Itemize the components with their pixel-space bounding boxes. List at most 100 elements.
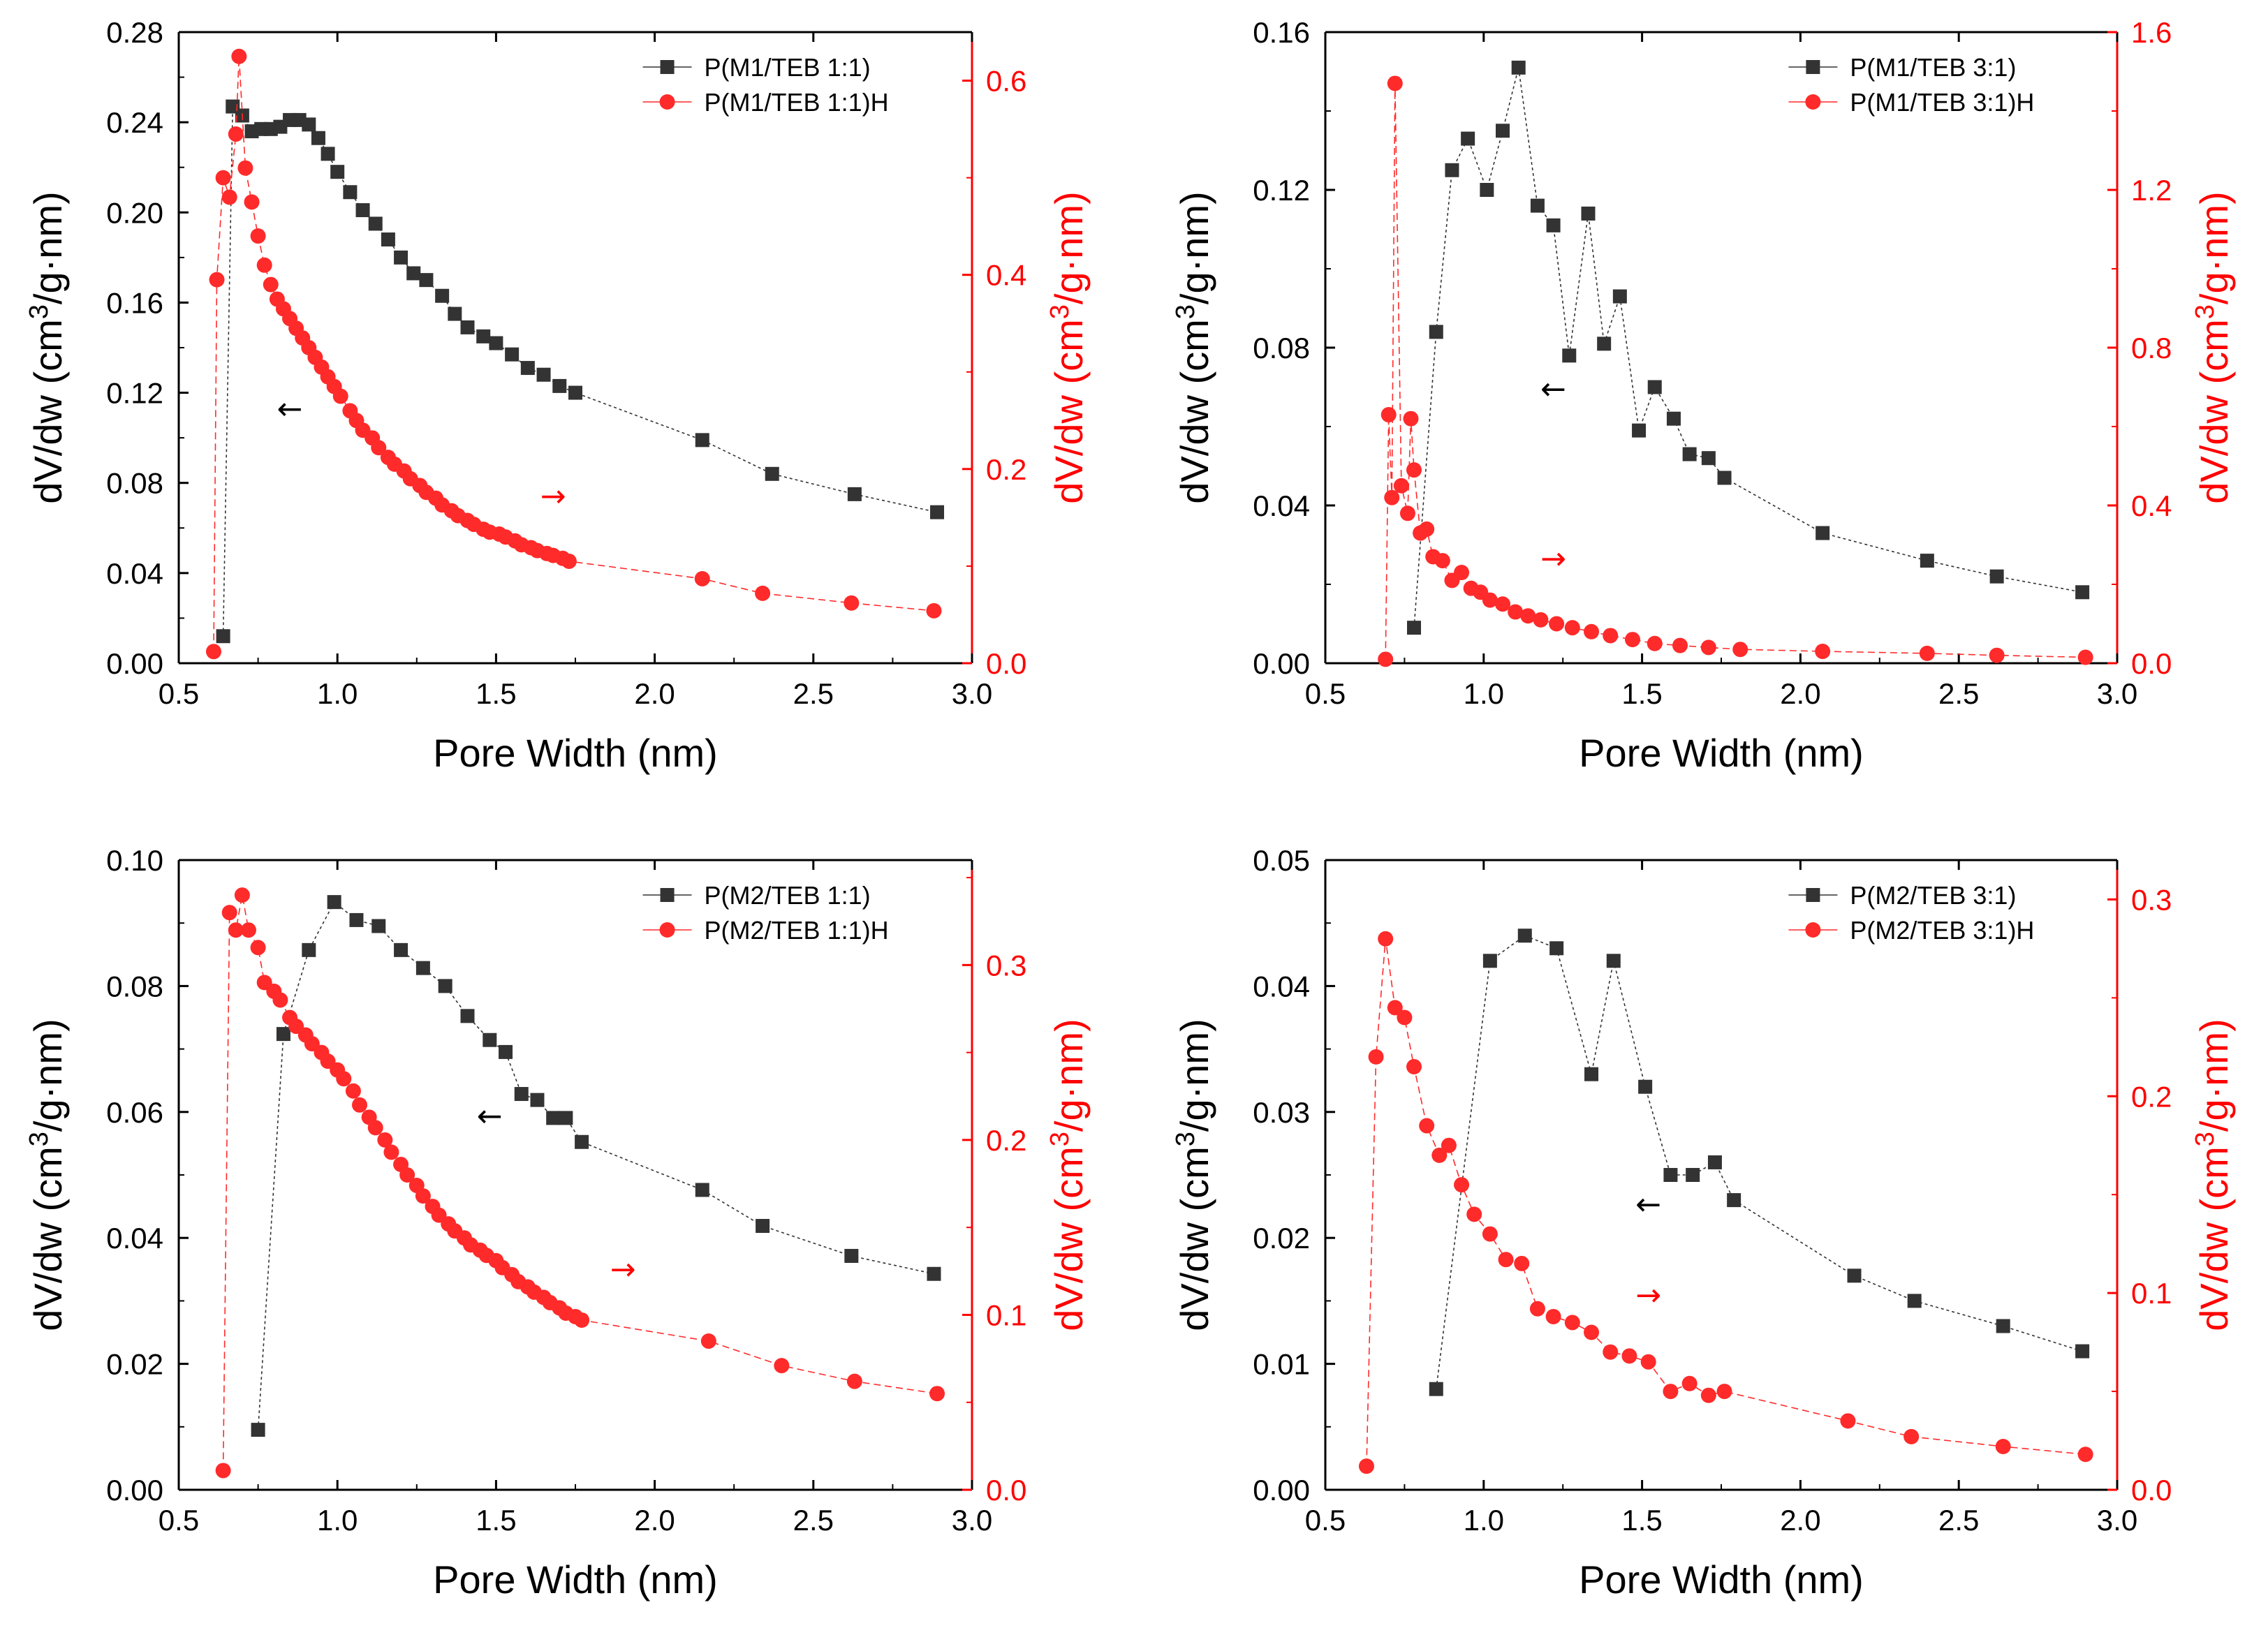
data-point bbox=[546, 1111, 561, 1125]
data-point bbox=[302, 117, 316, 132]
x-tick-label: 1.5 bbox=[1621, 1504, 1662, 1537]
data-point bbox=[460, 320, 475, 334]
x-tick-label: 1.0 bbox=[1464, 1504, 1504, 1537]
data-point bbox=[846, 1373, 862, 1389]
legend-entry: P(M1/TEB 3:1) bbox=[1850, 53, 2016, 82]
data-point bbox=[438, 979, 452, 993]
data-point bbox=[1529, 1301, 1545, 1317]
data-point bbox=[1663, 1384, 1679, 1400]
data-point bbox=[1429, 325, 1443, 339]
data-point bbox=[349, 912, 364, 927]
data-point bbox=[311, 131, 325, 145]
y-left-tick-label: 0.20 bbox=[106, 196, 163, 229]
data-point bbox=[1407, 621, 1422, 635]
data-point bbox=[415, 1188, 431, 1204]
data-point bbox=[756, 1219, 770, 1234]
data-point bbox=[1847, 1268, 1862, 1283]
data-point bbox=[1919, 645, 1935, 661]
data-point bbox=[1441, 1137, 1457, 1153]
y-left-tick-label: 0.04 bbox=[106, 1222, 163, 1255]
data-point bbox=[1387, 75, 1403, 91]
data-point bbox=[1603, 1344, 1619, 1360]
data-point bbox=[1632, 423, 1647, 438]
data-point bbox=[1466, 1206, 1482, 1222]
data-point bbox=[1700, 1387, 1716, 1403]
data-point bbox=[1716, 1384, 1732, 1400]
data-point bbox=[1612, 289, 1627, 304]
data-point bbox=[1989, 569, 2004, 584]
data-point bbox=[250, 940, 266, 956]
legend-marker bbox=[660, 60, 675, 74]
data-point bbox=[215, 1463, 231, 1479]
data-point bbox=[1445, 163, 1459, 177]
data-point bbox=[575, 1134, 589, 1149]
data-point bbox=[460, 1009, 475, 1023]
data-point bbox=[1640, 1354, 1656, 1370]
data-point bbox=[1584, 623, 1600, 639]
data-point bbox=[1514, 1255, 1530, 1271]
data-point bbox=[536, 367, 551, 382]
data-point bbox=[221, 905, 237, 921]
data-point bbox=[695, 1183, 709, 1197]
data-point bbox=[256, 257, 272, 273]
y-left-axis-title: dV/dw (cm3/g·nm) bbox=[1171, 1019, 1216, 1331]
y-left-tick-label: 0.01 bbox=[1253, 1348, 1310, 1381]
data-point bbox=[327, 895, 341, 910]
data-point bbox=[1393, 478, 1409, 494]
data-point bbox=[1431, 1147, 1448, 1163]
data-point bbox=[216, 629, 230, 644]
data-point bbox=[415, 961, 430, 975]
data-point bbox=[1564, 620, 1580, 636]
x-tick-label: 0.5 bbox=[1305, 677, 1346, 710]
x-tick-label: 2.5 bbox=[1938, 1504, 1979, 1537]
data-point bbox=[1399, 505, 1415, 521]
x-tick-label: 2.5 bbox=[1938, 677, 1979, 710]
series-line-1 bbox=[1413, 67, 2083, 628]
data-point bbox=[272, 992, 288, 1008]
data-point bbox=[568, 385, 582, 400]
data-point bbox=[1732, 642, 1748, 658]
data-point bbox=[1434, 553, 1450, 569]
data-point bbox=[1647, 635, 1663, 651]
x-tick-label: 3.0 bbox=[952, 677, 992, 710]
data-point bbox=[1638, 1079, 1653, 1094]
data-point bbox=[1358, 1458, 1374, 1474]
data-point bbox=[1545, 1308, 1561, 1324]
data-point bbox=[406, 266, 421, 281]
y-left-tick-label: 0.05 bbox=[1253, 844, 1310, 877]
y-left-tick-label: 0.28 bbox=[106, 16, 163, 49]
data-point bbox=[927, 1266, 941, 1281]
data-point bbox=[1907, 1294, 1922, 1308]
y-right-tick-label: 0.0 bbox=[986, 647, 1026, 680]
data-point bbox=[1429, 1382, 1443, 1396]
y-left-tick-label: 0.04 bbox=[106, 557, 163, 590]
y-left-tick-label: 0.08 bbox=[106, 970, 163, 1003]
y-right-tick-label: 0.2 bbox=[986, 1124, 1026, 1157]
chart-panel-1: 0.5 1.0 1.5 2.0 2.5 3.0 0.00 0.04 0.08 0.12 0.16 0.… bbox=[24, 16, 1091, 775]
data-point bbox=[448, 306, 462, 321]
data-point bbox=[1564, 1315, 1580, 1331]
data-point bbox=[1920, 554, 1934, 568]
data-point bbox=[1624, 632, 1640, 648]
series-line-1 bbox=[1436, 935, 2083, 1389]
data-point bbox=[276, 1027, 290, 1042]
data-point bbox=[774, 1358, 790, 1374]
data-point bbox=[847, 487, 862, 501]
data-point bbox=[377, 1132, 393, 1148]
data-point bbox=[1904, 1428, 1920, 1444]
x-axis-title: Pore Width (nm) bbox=[1579, 731, 1864, 775]
data-point bbox=[695, 433, 709, 447]
x-tick-label: 1.0 bbox=[317, 1504, 358, 1537]
data-point bbox=[844, 595, 860, 611]
y-left-tick-label: 0.06 bbox=[106, 1096, 163, 1129]
data-point bbox=[368, 216, 383, 231]
data-point bbox=[234, 887, 250, 903]
y-left-tick-label: 0.00 bbox=[106, 1474, 163, 1507]
data-point bbox=[1584, 1324, 1600, 1340]
data-point bbox=[1996, 1319, 2010, 1333]
legend-entry: P(M2/TEB 3:1) bbox=[1850, 881, 2016, 910]
data-point bbox=[1387, 1000, 1403, 1016]
x-tick-label: 2.5 bbox=[793, 677, 834, 710]
y-right-tick-label: 1.2 bbox=[2131, 174, 2172, 207]
data-point bbox=[250, 228, 266, 244]
